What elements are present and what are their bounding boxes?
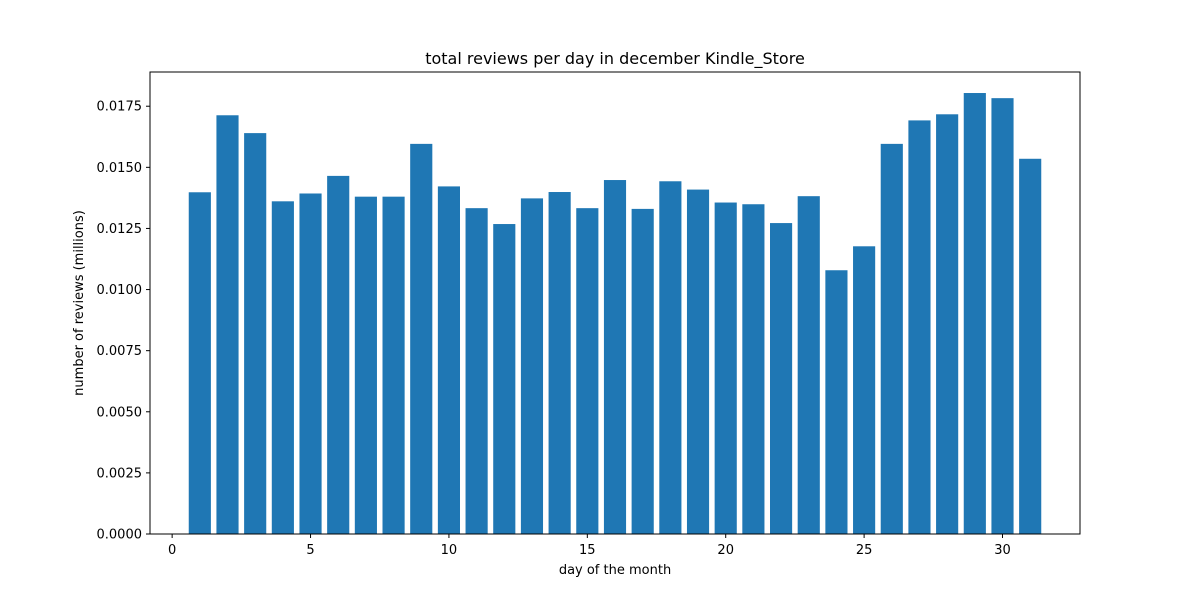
y-tick-label: 0.0175 [97, 100, 143, 115]
y-tick-label: 0.0000 [97, 528, 143, 543]
bar-day-2 [216, 115, 239, 535]
x-tick-label: 0 [168, 543, 176, 558]
x-tick-label: 30 [994, 543, 1011, 558]
bar-day-3 [244, 133, 267, 535]
bar-day-19 [686, 189, 710, 534]
x-tick-label: 25 [856, 543, 873, 558]
bar-day-13 [520, 198, 544, 534]
y-axis-label: number of reviews (millions) [72, 210, 87, 396]
bar-day-23 [797, 196, 820, 534]
y-tick-label: 0.0075 [97, 344, 143, 359]
bar-day-16 [603, 180, 627, 535]
bar-day-17 [631, 208, 654, 534]
bar-day-11 [465, 208, 488, 534]
bar-day-15 [576, 208, 599, 534]
y-tick-label: 0.0050 [97, 405, 143, 420]
plot-frame [149, 71, 1081, 535]
bar-day-7 [354, 196, 377, 535]
bar-day-4 [271, 201, 294, 534]
x-tick-label: 5 [306, 543, 314, 558]
y-tick-label: 0.0100 [97, 283, 143, 298]
bar-day-24 [825, 270, 848, 534]
y-tick-label: 0.0025 [97, 466, 143, 481]
x-axis-label: day of the month [559, 563, 671, 578]
bar-day-28 [936, 114, 959, 534]
bar-day-22 [770, 223, 793, 534]
bar-day-10 [437, 186, 460, 534]
bar-day-25 [853, 246, 876, 535]
bar-day-12 [493, 224, 516, 535]
y-tick-label: 0.0150 [97, 161, 143, 176]
bar-day-26 [880, 143, 903, 534]
x-tick-label: 10 [441, 543, 458, 558]
y-axis-ticks: 0.0000 0.0025 0.0050 0.0075 0.0100 0.0125 0.01… [97, 100, 150, 543]
bar-day-1 [188, 192, 211, 534]
bars-layer [188, 93, 1042, 535]
bar-day-29 [963, 93, 986, 535]
bar-day-8 [382, 196, 405, 535]
bar-day-30 [991, 98, 1014, 534]
bar-day-18 [659, 181, 682, 534]
y-tick-label: 0.0125 [97, 222, 143, 237]
x-tick-label: 15 [579, 543, 596, 558]
bar-day-9 [410, 143, 433, 534]
x-tick-label: 20 [717, 543, 734, 558]
bar-day-31 [1019, 158, 1042, 534]
bar-day-6 [327, 175, 350, 534]
x-axis-ticks: 0 5 10 15 20 25 30 [168, 534, 1011, 558]
bar-day-14 [548, 192, 571, 534]
bar-day-21 [742, 204, 765, 535]
bar-day-5 [299, 193, 322, 535]
bar-day-20 [714, 202, 737, 534]
chart-title: total reviews per day in december Kindle… [425, 49, 805, 69]
bar-day-27 [908, 120, 931, 535]
